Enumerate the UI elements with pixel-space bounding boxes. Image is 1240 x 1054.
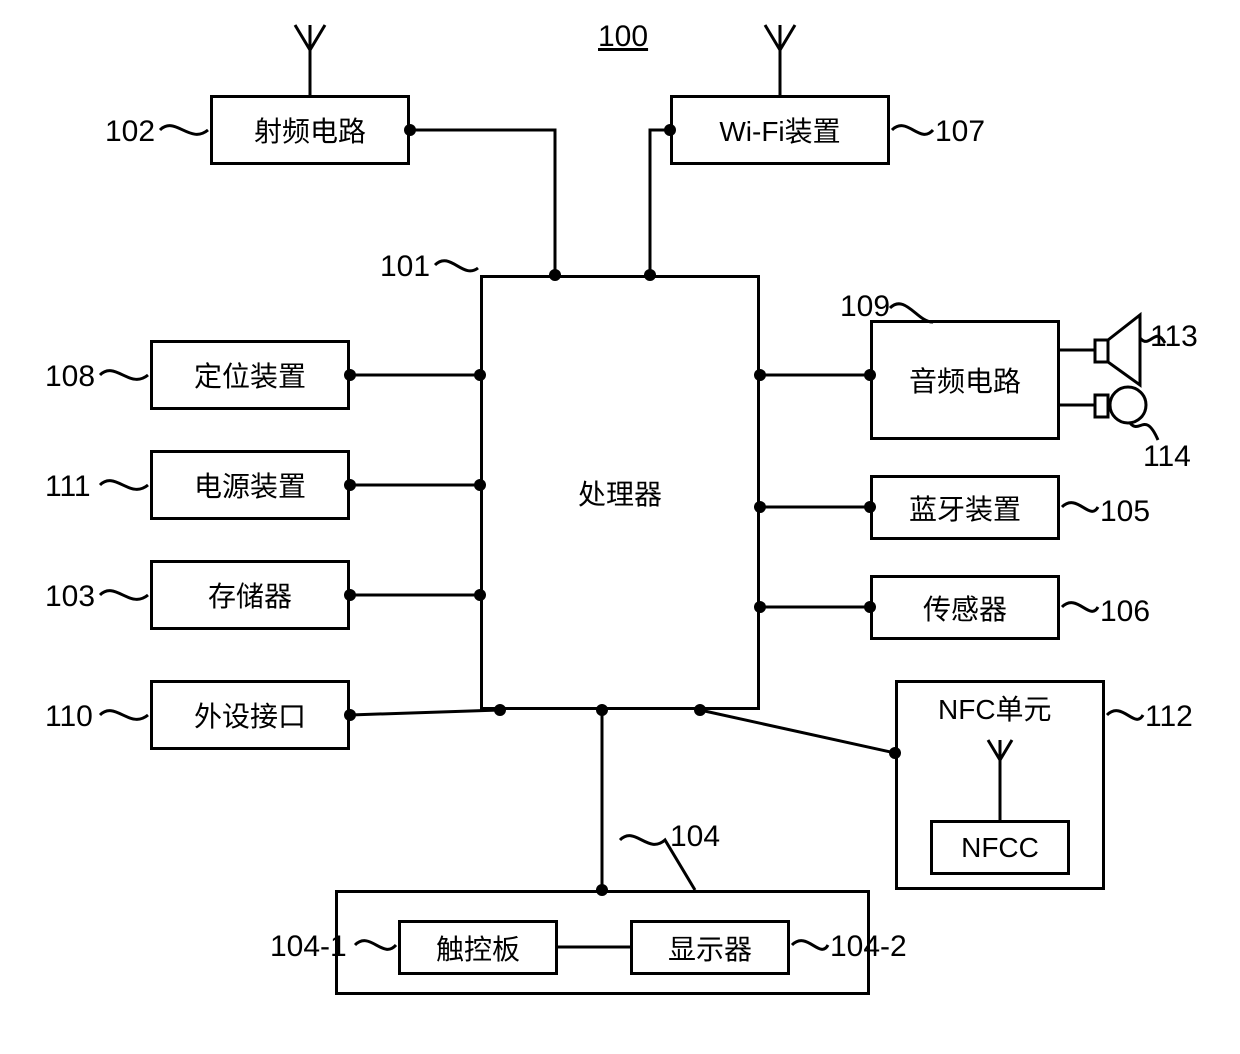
mic-icon	[1060, 387, 1146, 423]
touchpad-label: 触控板	[436, 928, 520, 968]
periph-block: 外设接口	[150, 680, 350, 750]
memory-block: 存储器	[150, 560, 350, 630]
locate-ref: 108	[45, 360, 95, 394]
touchscreen-ref: 104	[670, 820, 720, 854]
bt-ref: 105	[1100, 495, 1150, 529]
nfcc-label: NFCC	[961, 832, 1039, 864]
wifi-ref: 107	[935, 115, 985, 149]
processor-ref: 101	[380, 250, 430, 284]
power-label: 电源装置	[194, 465, 306, 505]
power-ref: 111	[45, 470, 91, 504]
display-label: 显示器	[668, 928, 752, 968]
sensor-label: 传感器	[923, 588, 1007, 628]
processor-label: 处理器	[578, 473, 662, 513]
periph-ref: 110	[45, 700, 93, 734]
periph-label: 外设接口	[194, 695, 306, 735]
wifi-block: Wi-Fi装置	[670, 95, 890, 165]
memory-ref: 103	[45, 580, 95, 614]
display-ref: 104-2	[830, 930, 907, 964]
bt-label: 蓝牙装置	[909, 488, 1021, 528]
wifi-label: Wi-Fi装置	[719, 110, 840, 150]
rf-label: 射频电路	[254, 110, 366, 150]
bt-block: 蓝牙装置	[870, 475, 1060, 540]
locate-block: 定位装置	[150, 340, 350, 410]
processor-block: 处理器	[480, 275, 760, 710]
mic-ref: 114	[1143, 440, 1191, 474]
nfc-ref: 112	[1145, 700, 1193, 734]
power-block: 电源装置	[150, 450, 350, 520]
rf-ref: 102	[105, 115, 155, 149]
audio-block: 音频电路	[870, 320, 1060, 440]
audio-label: 音频电路	[909, 360, 1021, 400]
rf-block: 射频电路	[210, 95, 410, 165]
rf-antenna-icon	[295, 25, 325, 95]
locate-label: 定位装置	[194, 355, 306, 395]
wifi-antenna-icon	[765, 25, 795, 95]
speaker-icon	[1060, 315, 1140, 385]
diagram-title: 100	[598, 20, 648, 54]
audio-ref: 109	[840, 290, 890, 324]
sensor-block: 传感器	[870, 575, 1060, 640]
sensor-ref: 106	[1100, 595, 1150, 629]
memory-label: 存储器	[208, 575, 292, 615]
nfcc-block: NFCC	[930, 820, 1070, 875]
nfc-title: NFC单元	[938, 688, 1052, 728]
touchpad-block: 触控板	[398, 920, 558, 975]
display-block: 显示器	[630, 920, 790, 975]
touchpad-ref: 104-1	[270, 930, 347, 964]
speaker-ref: 113	[1150, 320, 1198, 354]
